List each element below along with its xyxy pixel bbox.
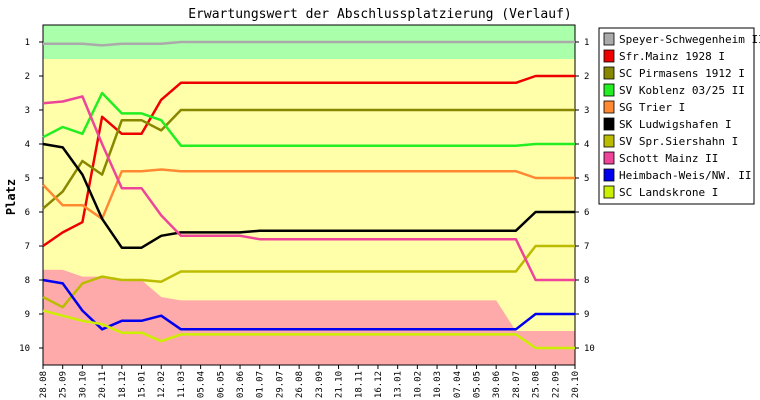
series-line-9 <box>42 278 575 331</box>
legend-entry: SC Landskrone I <box>619 186 718 199</box>
plot-frame <box>42 24 576 366</box>
x-tick-label: 10.03 <box>433 371 443 398</box>
x-tick-label: 05.05 <box>472 371 482 398</box>
legend-swatch <box>603 32 615 46</box>
x-tick-label: 07.04 <box>453 371 463 398</box>
legend-entry: SV Spr.Siershahn I <box>619 135 738 148</box>
y-tick-label-right: 10 <box>584 344 595 354</box>
x-tick-label: 06.05 <box>216 371 226 398</box>
legend-swatch <box>603 168 615 182</box>
y-tick-label-right: 4 <box>584 140 589 150</box>
x-tick-label: 01.07 <box>256 371 266 398</box>
x-tick-label: 13.01 <box>394 371 404 398</box>
series-line-7 <box>42 244 575 309</box>
y-tick-label-right: 6 <box>584 208 589 218</box>
x-tick-label: 29.07 <box>275 371 285 398</box>
legend-entry: Speyer-Schwegenheim II <box>619 33 760 46</box>
legend: Speyer-Schwegenheim II Sfr.Mainz 1928 I SC… <box>598 27 760 205</box>
legend-entry: Heimbach-Weis/NW. II <box>619 169 751 182</box>
legend-swatch <box>603 185 615 199</box>
legend-entry: SC Pirmasens 1912 I <box>619 67 745 80</box>
x-tick-label: 25.09 <box>59 371 69 398</box>
y-tick-label-left: 2 <box>25 72 30 82</box>
relegation-zone <box>43 269 575 365</box>
x-tick-label: 30.10 <box>78 371 88 398</box>
legend-swatch <box>603 151 615 165</box>
y-tick-label-right: 2 <box>584 72 589 82</box>
y-tick-label-left: 4 <box>25 140 30 150</box>
x-tick-label: 15.01 <box>138 371 148 398</box>
series-line-10 <box>42 309 575 350</box>
x-tick-label: 10.02 <box>413 371 423 398</box>
y-tick-label-right: 9 <box>584 310 589 320</box>
series-line-4 <box>42 91 575 147</box>
y-tick-label-right: 3 <box>584 106 589 116</box>
legend-swatch <box>603 100 615 114</box>
legend-swatch <box>603 66 615 80</box>
legend-box <box>598 27 755 205</box>
x-tick-label: 25.08 <box>532 371 542 398</box>
legend-swatch <box>603 83 615 97</box>
series-line-6 <box>42 142 575 249</box>
legend-swatch <box>603 134 615 148</box>
legend-swatch <box>603 49 615 63</box>
y-tick-label-left: 8 <box>25 276 30 286</box>
series-line-1 <box>43 40 575 47</box>
legend-entry: SK Ludwigshafen I <box>619 118 732 131</box>
legend-entry: SG Trier I <box>619 101 685 114</box>
series-line-8 <box>42 95 575 282</box>
y-tick-label-left: 7 <box>25 242 30 252</box>
y-tick-label-right: 1 <box>584 38 589 48</box>
x-tick-label: 12.02 <box>157 371 167 398</box>
x-tick-label: 28.07 <box>512 371 522 398</box>
y-tick-label-left: 3 <box>25 106 30 116</box>
x-tick-label: 21.10 <box>335 371 345 398</box>
x-tick-label: 23.09 <box>315 371 325 398</box>
x-tick-label: 16.12 <box>374 371 384 398</box>
x-tick-label: 05.04 <box>197 371 207 398</box>
series-line-2 <box>42 74 575 248</box>
x-tick-label: 18.11 <box>354 371 364 398</box>
legend-entry: Sfr.Mainz 1928 I <box>619 50 725 63</box>
x-tick-label: 20.10 <box>571 371 581 398</box>
series-line-3 <box>42 108 575 210</box>
chart-title: Erwartungswert der Abschlussplatzierung … <box>188 7 572 22</box>
y-tick-label-right: 7 <box>584 242 589 252</box>
legend-entry: SV Koblenz 03/25 II <box>619 84 745 97</box>
series-line-5 <box>42 168 575 221</box>
x-tick-label: 11.03 <box>177 371 187 398</box>
x-tick-label: 28.08 <box>39 371 49 398</box>
y-tick-label-left: 1 <box>25 38 30 48</box>
x-tick-label: 03.06 <box>236 371 246 398</box>
y-tick-label-left: 5 <box>25 174 30 184</box>
x-tick-label: 18.12 <box>118 371 128 398</box>
x-tick-label: 22.09 <box>551 371 561 398</box>
x-tick-label: 20.11 <box>98 371 108 398</box>
x-tick-label: 30.06 <box>492 371 502 398</box>
legend-entry: Schott Mainz II <box>619 152 718 165</box>
x-tick-label: 26.08 <box>295 371 305 398</box>
legend-swatch <box>603 117 615 131</box>
y-axis-label: Platz <box>4 179 18 215</box>
y-tick-label-left: 10 <box>19 344 30 354</box>
y-tick-label-right: 5 <box>584 174 589 184</box>
y-tick-label-left: 9 <box>25 310 30 320</box>
plot-area: 1 1 2 2 3 3 4 4 5 5 6 6 7 7 8 8 9 9 10 10 28.08 25.09 30.10 20.… <box>19 24 595 398</box>
y-tick-label-right: 8 <box>584 276 589 286</box>
y-tick-label-left: 6 <box>25 208 30 218</box>
